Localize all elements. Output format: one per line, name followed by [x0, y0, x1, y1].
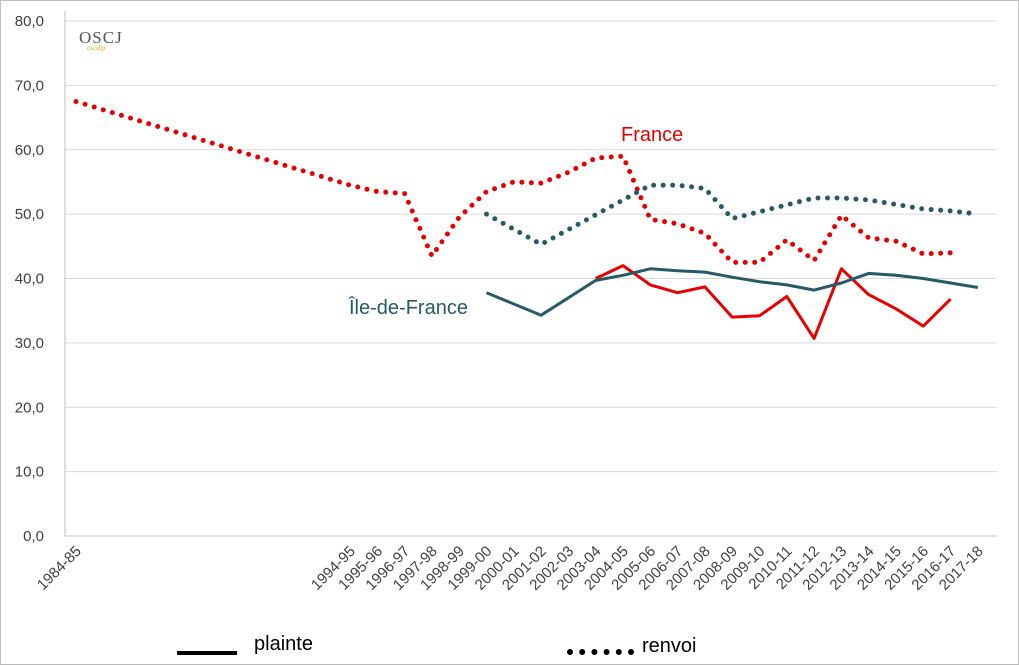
y-tick-label: 30,0	[15, 335, 44, 352]
legend-label-renvoi: renvoi	[642, 635, 696, 657]
y-tick-label: 10,0	[15, 464, 44, 481]
x-tick-label: 1984-85	[34, 543, 85, 594]
series-renvoi-ile-de-france	[486, 185, 978, 244]
series-renvoi-france	[76, 101, 951, 262]
y-tick-label: 70,0	[15, 77, 44, 94]
series-line	[76, 102, 951, 263]
y-tick-label: 60,0	[15, 142, 44, 159]
annotation-ile-de-france: Île-de-France	[348, 296, 468, 319]
y-tick-label: 40,0	[15, 271, 44, 288]
y-tick-label: 80,0	[15, 13, 44, 30]
series-plainte-ile-de-france	[486, 269, 978, 316]
y-tick-label: 50,0	[15, 206, 44, 223]
y-tick-label: 0,0	[23, 528, 44, 545]
logo: OSCJ oscdip	[79, 28, 123, 52]
logo-subtext: oscdip	[87, 44, 106, 52]
y-tick-label: 20,0	[15, 399, 44, 416]
annotation-france: France	[621, 124, 683, 146]
legend-label-plainte: plainte	[254, 633, 313, 655]
series-line	[487, 269, 978, 315]
series-layer	[76, 101, 978, 338]
legend: plainte renvoi	[177, 633, 696, 657]
grid-layer	[65, 21, 997, 472]
axis-layer: 0,0 10,0 20,0 30,0 40,0 50,0 60,0 70,0 80,0 1984-…	[15, 11, 997, 594]
series-line	[487, 185, 978, 244]
